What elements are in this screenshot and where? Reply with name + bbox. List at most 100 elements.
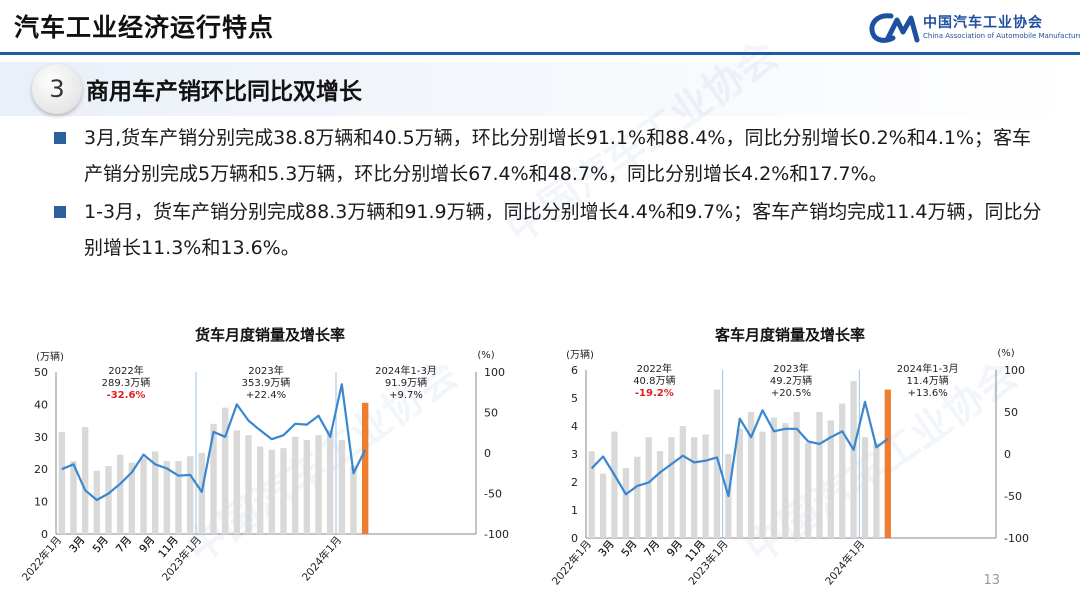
sales-bar xyxy=(175,461,182,534)
bus-chart-title: 客车月度销量及增长率 xyxy=(714,326,865,344)
bullet-text: 1-3月，货车产销分别完成88.3万辆和91.9万辆，同比分别增长4.4%和9.… xyxy=(84,201,1042,259)
y-left-tick-label: 2 xyxy=(571,476,578,489)
sales-bar xyxy=(713,389,721,538)
x-tick-label: 9月 xyxy=(665,538,685,559)
bullet-item: 1-3月，货车产销分别完成88.3万辆和91.9万辆，同比分别增长4.4%和9.… xyxy=(48,194,1048,266)
sales-bar xyxy=(221,407,229,534)
sales-bar xyxy=(315,435,322,534)
sales-bar xyxy=(679,426,686,538)
sales-bar xyxy=(804,442,812,538)
sales-bar xyxy=(210,423,217,534)
y-left-tick-label: 0 xyxy=(41,528,48,541)
period-annotation: +22.4% xyxy=(246,390,286,401)
x-tick-label: 7月 xyxy=(114,534,134,555)
sales-bar xyxy=(116,454,124,534)
y-right-tick-label: 0 xyxy=(484,447,491,460)
sales-bar xyxy=(588,451,595,538)
sales-bar xyxy=(748,412,755,538)
y-right-tick-label: 50 xyxy=(484,407,498,420)
y-right-tick-label: 0 xyxy=(1004,448,1011,461)
sales-bar xyxy=(350,465,357,534)
period-annotation: 2022年 xyxy=(637,362,672,375)
sales-bar xyxy=(645,437,652,538)
period-annotation: 11.4万辆 xyxy=(907,374,949,387)
y-right-tick-label: -100 xyxy=(1004,532,1029,545)
sales-bar xyxy=(338,440,346,534)
period-annotation: 2024年1-3月 xyxy=(897,362,959,375)
period-annotation: 2023年 xyxy=(773,362,808,375)
period-annotation: +13.6% xyxy=(908,388,948,399)
slide-title: 汽车工业经济运行特点 xyxy=(14,13,275,42)
sales-bar xyxy=(702,434,709,538)
period-annotation: +9.7% xyxy=(389,390,423,401)
sales-bar xyxy=(128,462,136,534)
bus-chart: (万辆) (%) 0 1 2 3 4 5 6 -100 -50 0 50 100 2022年1月 3月 5月 7月… xyxy=(549,348,1029,588)
section-banner xyxy=(0,62,1080,116)
sales-bar xyxy=(151,451,159,534)
period-annotation: 91.9万辆 xyxy=(385,376,427,389)
sales-bar xyxy=(770,417,778,538)
bullet-text: 3月,货车产销分别完成38.8万辆和40.5万辆，环比分别增长91.1%和88.… xyxy=(84,127,1031,185)
period-annotation: 2024年1-3月 xyxy=(375,364,437,377)
sales-bar xyxy=(736,428,743,538)
slide-header: 汽车工业经济运行特点 中国汽车工业协会 China Association of… xyxy=(0,0,1080,56)
period-annotation: 353.9万辆 xyxy=(242,376,291,389)
header-divider xyxy=(0,52,1080,55)
x-tick-label: 2022年1月 xyxy=(19,534,64,584)
sales-bar xyxy=(93,470,101,534)
sales-bar xyxy=(303,440,311,534)
x-tick-label: 3月 xyxy=(597,538,617,559)
truck-chart-title: 货车月度销量及增长率 xyxy=(194,326,345,344)
growth-rate-line xyxy=(61,383,367,502)
period-annotation: 2023年 xyxy=(248,364,283,377)
x-tick-label: 2022年1月 xyxy=(549,538,594,588)
sales-bar xyxy=(793,412,800,538)
y-left-tick-label: 3 xyxy=(571,448,578,461)
sales-bar xyxy=(634,456,641,538)
sales-bar xyxy=(599,473,607,538)
sales-bar xyxy=(622,468,629,538)
growth-rate-line xyxy=(590,400,889,498)
sales-bar xyxy=(140,457,147,534)
current-month-bar xyxy=(884,389,891,538)
logo-name-cn: 中国汽车工业协会 xyxy=(923,15,1043,31)
truck-chart: (万辆) (%) 0 10 20 30 40 50 -100 -50 0 50 100 2022年1月 3月… xyxy=(19,350,509,584)
y-right-tick-label: 100 xyxy=(484,366,505,379)
y-left-unit: (万辆) xyxy=(566,348,594,361)
y-right-tick-label: 50 xyxy=(1004,406,1018,419)
y-left-tick-label: 0 xyxy=(571,532,578,545)
sales-bar xyxy=(256,446,264,534)
y-right-unit: (%) xyxy=(997,348,1014,359)
x-tick-label: 3月 xyxy=(67,534,87,555)
y-left-unit: (万辆) xyxy=(36,350,64,363)
logo-name-en: China Association of Automobile Manufact… xyxy=(923,32,1080,40)
sales-bar xyxy=(186,456,194,534)
y-left-tick-label: 20 xyxy=(34,463,48,476)
sales-bar xyxy=(268,449,276,534)
sales-bar xyxy=(58,431,66,534)
sales-bar xyxy=(326,430,334,534)
sales-bar xyxy=(105,465,112,534)
x-tick-label: 7月 xyxy=(642,538,662,559)
sales-bar xyxy=(782,423,789,538)
y-right-tick-label: -50 xyxy=(484,488,502,501)
y-left-tick-label: 5 xyxy=(571,392,578,405)
period-annotation: 49.2万辆 xyxy=(770,374,812,387)
bullet-item: 3月,货车产销分别完成38.8万辆和40.5万辆，环比分别增长91.1%和88.… xyxy=(48,120,1048,192)
sales-bar xyxy=(198,453,206,534)
period-annotation: -19.2% xyxy=(635,388,674,399)
page-number: 13 xyxy=(983,573,1000,588)
bullet-square-icon xyxy=(54,132,66,144)
sales-bar xyxy=(816,412,823,538)
period-annotation: 40.8万辆 xyxy=(633,374,675,387)
current-month-bar xyxy=(361,402,369,534)
x-tick-label: 2024年1月 xyxy=(822,538,867,588)
bullet-list: 3月,货车产销分别完成38.8万辆和40.5万辆，环比分别增长91.1%和88.… xyxy=(48,120,1048,268)
section-number-badge: 3 xyxy=(32,64,82,114)
sales-bar xyxy=(861,437,869,538)
caam-logo: 中国汽车工业协会 China Association of Automobile… xyxy=(867,10,1080,48)
y-left-tick-label: 40 xyxy=(34,398,48,411)
sales-bar xyxy=(611,431,618,538)
y-left-tick-label: 4 xyxy=(571,420,578,433)
sales-bar xyxy=(759,431,766,538)
